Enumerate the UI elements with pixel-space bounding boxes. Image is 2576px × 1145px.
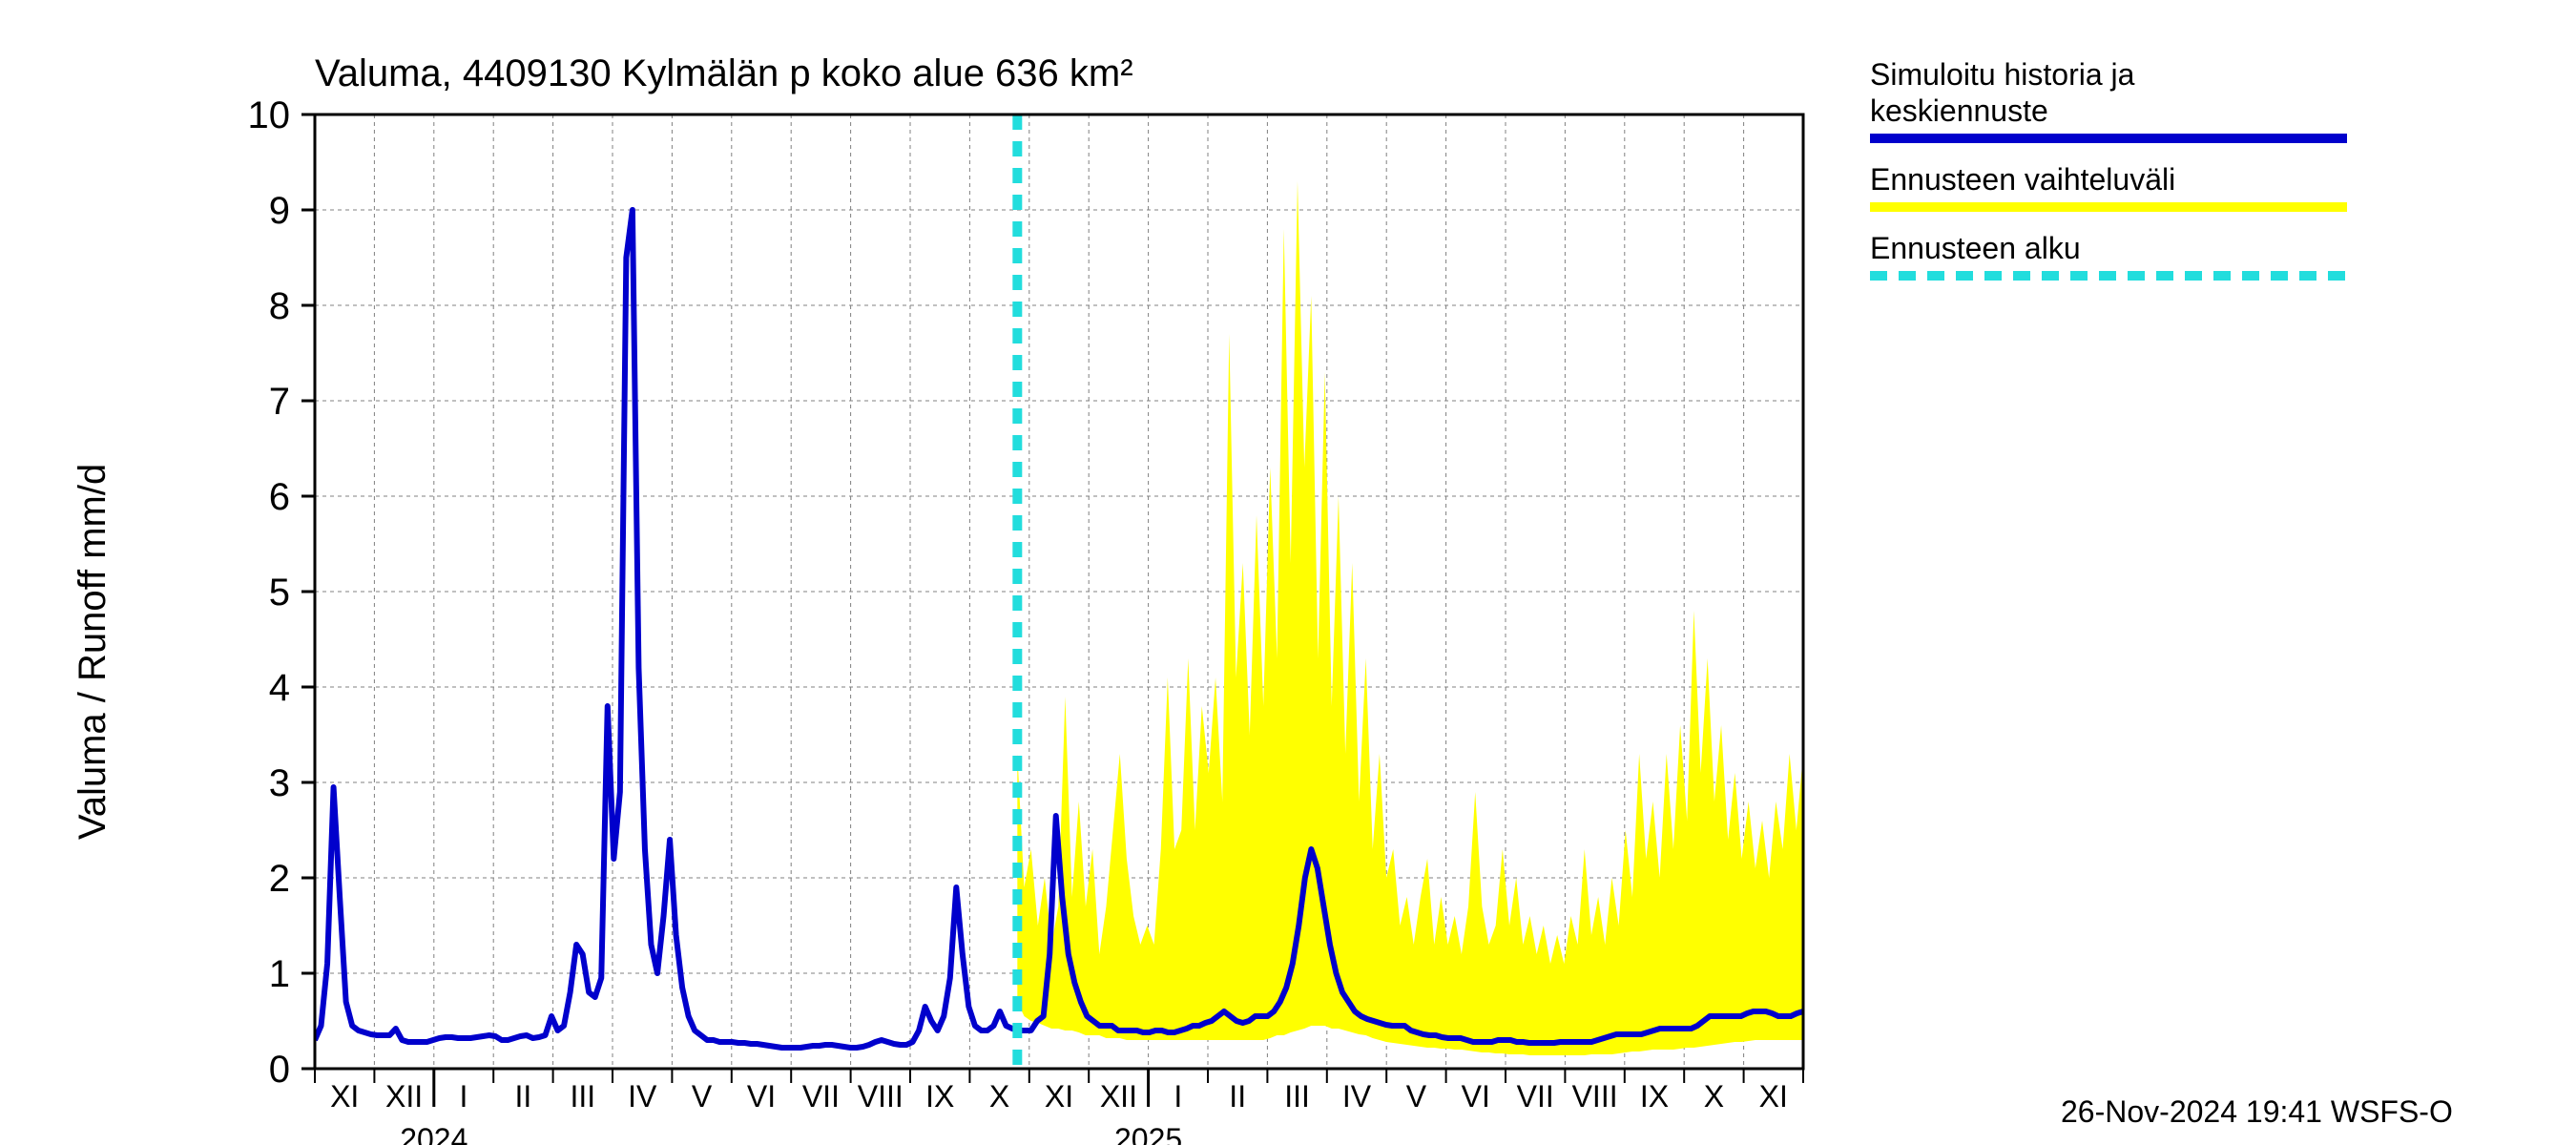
svg-text:VIII: VIII	[858, 1079, 904, 1114]
svg-text:1: 1	[269, 953, 290, 995]
svg-text:5: 5	[269, 572, 290, 614]
svg-text:VII: VII	[1517, 1079, 1554, 1114]
legend-band-swatch	[1870, 202, 2347, 212]
svg-text:XI: XI	[1045, 1079, 1073, 1114]
svg-text:7: 7	[269, 381, 290, 423]
svg-text:9: 9	[269, 190, 290, 232]
legend-band-label: Ennusteen vaihteluväli	[1870, 162, 2175, 198]
legend-start-swatch	[1870, 271, 2347, 281]
svg-text:IX: IX	[925, 1079, 954, 1114]
svg-text:II: II	[1229, 1079, 1246, 1114]
svg-text:III: III	[1284, 1079, 1310, 1114]
svg-text:6: 6	[269, 476, 290, 518]
svg-text:IV: IV	[1342, 1079, 1372, 1114]
chart-plot: 012345678910XIXIIIIIIIIIVVVIVIIVIIIIXXXI…	[0, 0, 2576, 1145]
svg-text:XI: XI	[1759, 1079, 1788, 1114]
svg-text:0: 0	[269, 1049, 290, 1091]
svg-text:2: 2	[269, 858, 290, 900]
chart-container: Valuma, 4409130 Kylmälän p koko alue 636…	[0, 0, 2576, 1145]
legend-line-label1: Simuloitu historia ja	[1870, 57, 2134, 93]
svg-text:2024: 2024	[400, 1122, 467, 1145]
svg-text:I: I	[460, 1079, 468, 1114]
svg-text:VI: VI	[1462, 1079, 1490, 1114]
svg-text:4: 4	[269, 667, 290, 709]
svg-text:X: X	[1704, 1079, 1724, 1114]
svg-text:8: 8	[269, 285, 290, 327]
legend-line-swatch	[1870, 134, 2347, 143]
svg-text:2025: 2025	[1114, 1122, 1182, 1145]
svg-text:10: 10	[248, 94, 291, 136]
svg-text:3: 3	[269, 762, 290, 804]
svg-text:III: III	[570, 1079, 595, 1114]
svg-text:XI: XI	[330, 1079, 359, 1114]
chart-footer: 26-Nov-2024 19:41 WSFS-O	[2061, 1094, 2453, 1130]
svg-text:XII: XII	[385, 1079, 423, 1114]
svg-text:X: X	[989, 1079, 1009, 1114]
svg-text:IV: IV	[628, 1079, 657, 1114]
svg-text:II: II	[515, 1079, 532, 1114]
svg-text:I: I	[1174, 1079, 1182, 1114]
legend-start-label: Ennusteen alku	[1870, 231, 2081, 266]
svg-text:VI: VI	[747, 1079, 776, 1114]
svg-text:VII: VII	[802, 1079, 840, 1114]
svg-text:V: V	[692, 1079, 713, 1114]
legend-line-label2: keskiennuste	[1870, 94, 2048, 129]
svg-text:V: V	[1406, 1079, 1427, 1114]
svg-text:XII: XII	[1100, 1079, 1137, 1114]
svg-text:IX: IX	[1640, 1079, 1669, 1114]
svg-text:VIII: VIII	[1572, 1079, 1618, 1114]
